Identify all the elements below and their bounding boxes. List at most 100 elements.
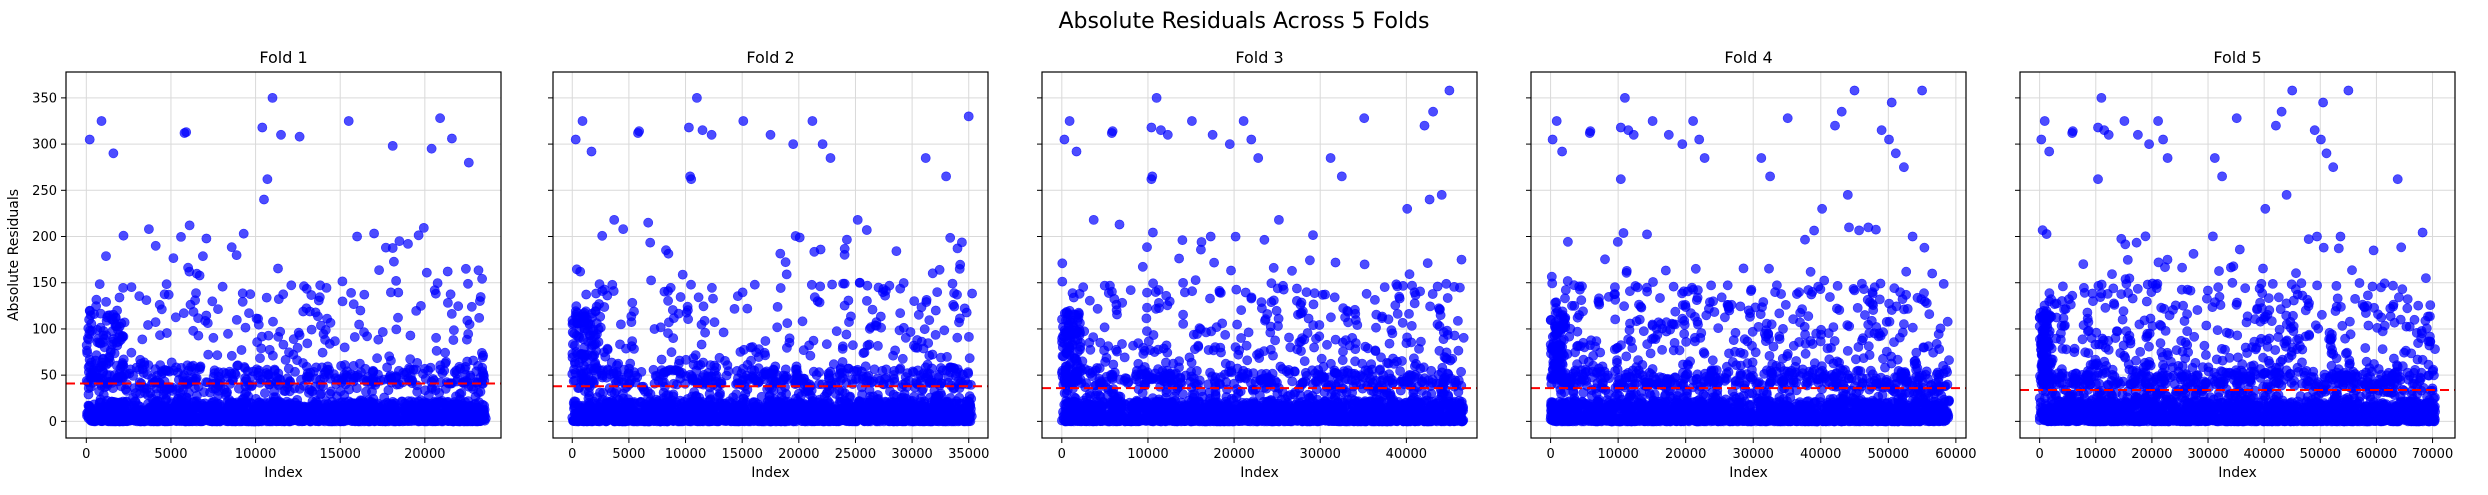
scatter-point xyxy=(273,368,284,379)
scatter-point xyxy=(112,401,122,411)
scatter-point xyxy=(894,364,905,375)
scatter-point xyxy=(463,157,474,168)
scatter-point xyxy=(775,283,786,293)
scatter-point xyxy=(764,391,775,402)
scatter-point xyxy=(668,389,679,400)
scatter-point xyxy=(627,297,638,308)
scatter-point xyxy=(644,396,655,407)
scatter-point xyxy=(166,357,177,368)
scatter-point xyxy=(441,377,452,388)
scatter-point xyxy=(570,134,581,145)
scatter-point xyxy=(629,367,640,378)
scatter-point xyxy=(470,391,481,402)
scatter-point xyxy=(737,287,748,298)
scatter-point xyxy=(192,399,202,410)
scatter-point xyxy=(224,366,235,377)
scatter-point xyxy=(448,335,459,345)
scatter-point xyxy=(817,379,828,390)
scatter-point xyxy=(835,363,846,374)
scatter-point xyxy=(815,281,826,292)
scatter-point xyxy=(448,325,459,336)
scatter-point xyxy=(415,300,426,311)
scatter-point xyxy=(746,355,756,366)
scatter-point xyxy=(909,296,920,306)
scatter-point xyxy=(865,394,876,405)
scatter-point xyxy=(95,394,106,405)
scatter-point xyxy=(168,253,179,263)
scatter-point xyxy=(372,353,382,364)
scatter-point xyxy=(336,360,346,371)
scatter-point xyxy=(713,416,724,426)
scatter-point xyxy=(947,278,958,289)
scatter-point xyxy=(255,353,265,364)
scatter-point xyxy=(391,275,401,286)
scatter-point xyxy=(839,249,850,260)
scatter-point xyxy=(949,288,959,298)
scatter-point xyxy=(359,289,370,300)
scatter-point xyxy=(586,146,597,157)
scatter-point xyxy=(443,402,453,413)
scatter-point xyxy=(174,383,184,393)
scatter-point xyxy=(663,248,674,259)
scatter-point xyxy=(220,389,231,400)
scatter-point xyxy=(141,295,152,305)
scatter-point xyxy=(878,287,888,298)
scatter-point xyxy=(86,318,97,329)
scatter-point xyxy=(587,340,598,350)
scatter-point xyxy=(616,402,626,413)
scatter-point xyxy=(595,322,606,333)
scatter-point xyxy=(684,122,694,133)
scatter-point xyxy=(577,116,588,126)
scatter-point xyxy=(676,403,687,414)
scatter-point xyxy=(121,369,132,380)
scatter-point xyxy=(99,333,110,344)
scatter-point xyxy=(473,265,484,276)
y-tick-label: 100 xyxy=(32,322,57,337)
scatter-point xyxy=(936,390,947,401)
scatter-point xyxy=(337,296,348,307)
scatter-point xyxy=(689,387,700,397)
scatter-point xyxy=(626,341,637,351)
scatter-point xyxy=(875,375,885,386)
scatter-point xyxy=(354,319,364,330)
scatter-point xyxy=(209,368,220,379)
scatter-point xyxy=(845,391,855,402)
scatter-point xyxy=(696,319,707,330)
scatter-point xyxy=(964,396,974,407)
scatter-point xyxy=(765,129,776,140)
scatter-point xyxy=(263,330,274,341)
scatter-point xyxy=(431,332,441,343)
scatter-point xyxy=(358,415,369,426)
scatter-point xyxy=(945,232,956,243)
scatter-point xyxy=(954,263,965,274)
scatter-point xyxy=(318,329,329,339)
scatter-point xyxy=(798,345,809,356)
scatter-point xyxy=(384,351,395,362)
scatter-point xyxy=(94,279,105,289)
x-tick-label: 20000 xyxy=(778,447,819,462)
scatter-point xyxy=(367,367,378,378)
scatter-point xyxy=(709,317,720,328)
y-tick-label: 300 xyxy=(32,138,57,153)
scatter-point xyxy=(668,333,679,343)
scatter-point xyxy=(299,281,309,292)
scatter-point xyxy=(674,358,684,369)
scatter-point xyxy=(238,228,249,239)
scatter-point xyxy=(888,389,899,400)
scatter-point xyxy=(393,312,403,323)
scatter-point xyxy=(955,313,965,324)
subplot-grid: 0 5000 10000 15000 2000005010015020025030035… xyxy=(6,48,2456,481)
scatter-point xyxy=(884,280,895,291)
scatter-point xyxy=(207,296,218,307)
scatter-point xyxy=(126,347,137,358)
scatter-point xyxy=(909,340,919,351)
scatter-point xyxy=(932,287,943,297)
scatter-point xyxy=(418,222,429,233)
scatter-point xyxy=(240,376,251,387)
scatter-point xyxy=(945,393,956,403)
scatter-point xyxy=(244,308,254,318)
scatter-point xyxy=(792,370,802,381)
scatter-point xyxy=(252,337,262,347)
scatter-point xyxy=(435,360,446,371)
scatter-point xyxy=(377,327,388,337)
